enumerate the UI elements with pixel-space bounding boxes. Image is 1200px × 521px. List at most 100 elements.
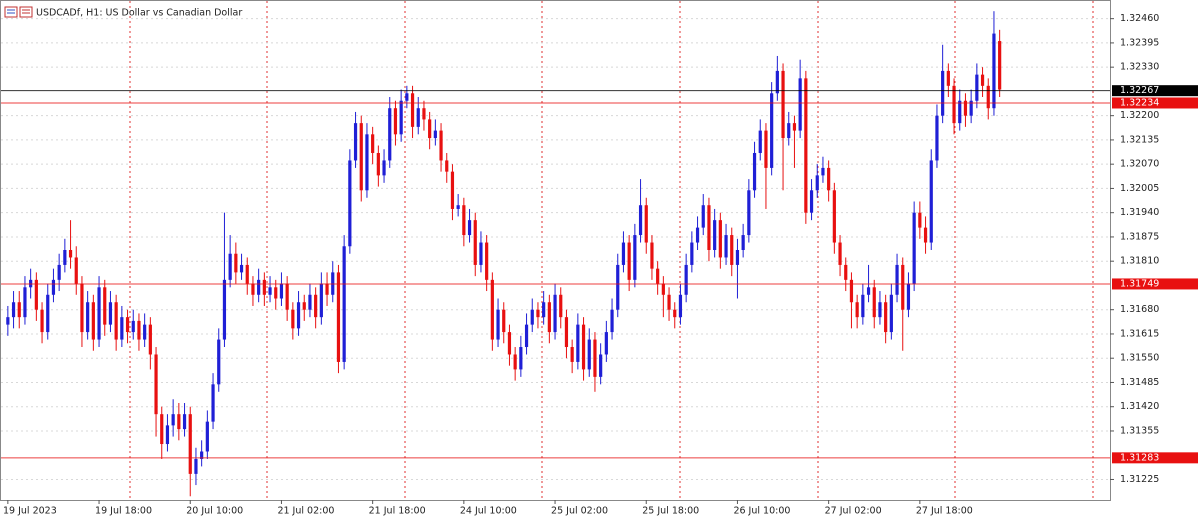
candle-body	[929, 160, 933, 243]
candle-body	[513, 354, 517, 370]
candle-body	[314, 294, 318, 318]
candle-body	[205, 421, 209, 452]
candle-body	[496, 309, 500, 340]
candle-body	[342, 246, 346, 362]
symbol-icon	[4, 6, 33, 18]
candle-body	[821, 167, 825, 176]
candle-body	[741, 235, 745, 250]
candle-body	[422, 108, 426, 120]
candle-body	[770, 93, 774, 168]
candle-body	[866, 287, 871, 295]
candle-body	[473, 220, 477, 265]
candle-body	[405, 93, 409, 101]
candle-body	[684, 264, 688, 295]
candle-body	[724, 235, 728, 258]
candle-body	[382, 160, 386, 176]
candle-body	[353, 123, 358, 161]
candle-body	[245, 264, 249, 284]
candle-body	[17, 302, 21, 318]
candle-body	[656, 268, 660, 284]
candle-body	[222, 279, 227, 340]
candle-body	[217, 339, 221, 385]
y-tick-label: 1.32200	[1120, 110, 1159, 121]
candle-body	[941, 70, 945, 116]
x-tick-label: 20 Jul 10:00	[186, 506, 243, 517]
candle-body	[524, 324, 529, 348]
candle-body	[975, 74, 979, 101]
y-tick-label: 1.31615	[1120, 328, 1159, 339]
candle-body	[553, 294, 557, 333]
y-tick-label: 1.32005	[1120, 183, 1159, 194]
candle-body	[371, 134, 375, 153]
x-tick-label: 25 Jul 02:00	[551, 506, 608, 517]
candle-body	[80, 283, 84, 333]
candle-body	[815, 175, 819, 191]
x-tick-label: 19 Jul 18:00	[95, 506, 152, 517]
candle-body	[399, 100, 403, 135]
candle-body	[798, 78, 802, 131]
candle-body	[262, 279, 266, 295]
candle-body	[302, 302, 306, 310]
candle-body	[410, 93, 415, 127]
candle-body	[490, 279, 494, 340]
y-tick-label: 1.31810	[1120, 256, 1159, 267]
candle-body	[279, 283, 284, 299]
candle-body	[336, 272, 341, 362]
x-tick-label: 27 Jul 18:00	[916, 506, 973, 517]
v-grid	[129, 1, 1094, 500]
candle-body	[633, 235, 637, 280]
candle-body	[57, 264, 61, 280]
candle-body	[861, 294, 865, 318]
x-tick-label: 25 Jul 18:00	[642, 506, 699, 517]
candle-body	[787, 123, 791, 139]
candle-body	[51, 279, 56, 295]
candle-body	[211, 384, 215, 422]
candle-body	[11, 302, 16, 318]
candle-body	[844, 264, 848, 280]
plot-layer	[1, 11, 1110, 497]
candle-body	[268, 287, 272, 295]
candle-body	[143, 324, 147, 340]
x-tick-label: 19 Jul 2023	[3, 506, 57, 517]
candle-body	[34, 279, 38, 310]
candle-body	[291, 309, 295, 329]
x-tick-label: 24 Jul 10:00	[460, 506, 517, 517]
candle-body	[855, 302, 859, 318]
candle-body	[644, 205, 648, 243]
candle-body	[878, 302, 882, 318]
candle-body	[895, 264, 899, 295]
candle-body	[963, 100, 968, 116]
y-tick-label: 1.31875	[1120, 231, 1159, 242]
y-tick-label: 1.31485	[1120, 377, 1159, 388]
candle-body	[661, 283, 665, 295]
price-level-label: 1.31283	[1120, 452, 1159, 463]
candle-body	[456, 205, 460, 209]
candle-body	[752, 152, 757, 191]
candle-body	[91, 302, 95, 340]
candle-body	[998, 41, 1002, 90]
price-level-box	[1112, 97, 1198, 109]
candle-body	[650, 242, 654, 269]
candle-body	[74, 257, 78, 284]
candle-body	[678, 294, 683, 318]
candle-body	[758, 130, 762, 153]
candle-body	[827, 167, 831, 191]
candle-body	[359, 123, 363, 191]
price-level-box	[1112, 278, 1198, 290]
candle-body	[923, 227, 928, 243]
candle-body	[428, 119, 432, 139]
candle-body	[97, 287, 101, 340]
candle-body	[160, 414, 164, 445]
candle-body	[251, 283, 255, 295]
icon-frame	[4, 6, 18, 18]
candle-body	[450, 171, 455, 209]
candle-body	[376, 152, 380, 176]
y-tick-label: 1.31355	[1120, 425, 1159, 436]
candle-body	[63, 250, 67, 265]
candle-body	[992, 33, 996, 109]
candle-body	[792, 123, 797, 131]
candle-body	[638, 205, 643, 236]
candle-body	[239, 264, 244, 273]
